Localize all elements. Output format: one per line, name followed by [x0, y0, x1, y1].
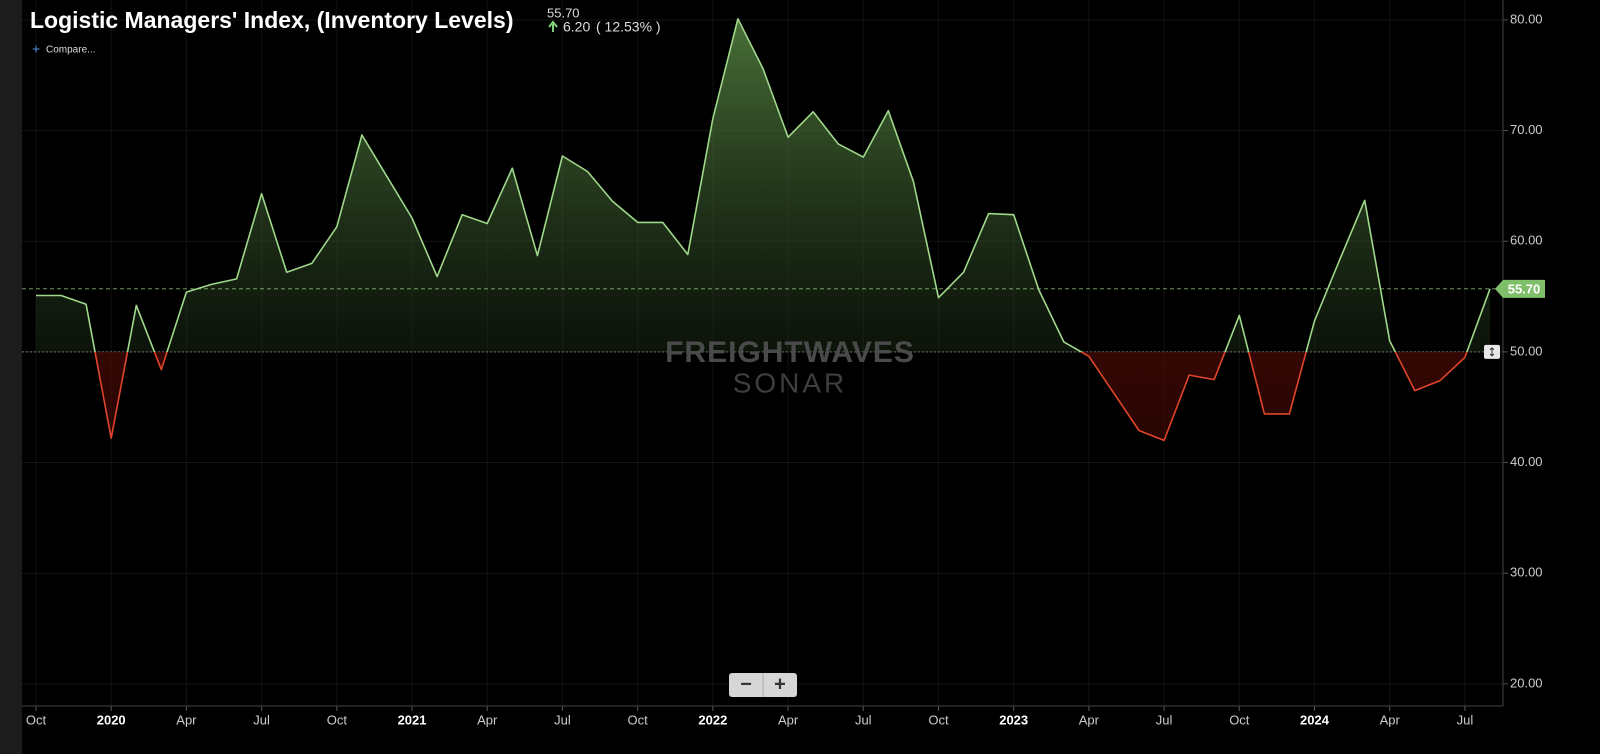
x-tick-label: Apr — [778, 712, 799, 727]
plot-layer — [22, 18, 1503, 442]
x-tick-label: Oct — [628, 712, 649, 727]
y-tick-label: 80.00 — [1510, 11, 1543, 26]
y-tick-label: 40.00 — [1510, 454, 1543, 469]
x-tick-label: 2024 — [1300, 712, 1330, 727]
y-tick-label: 20.00 — [1510, 675, 1543, 690]
compare-plus: + — [32, 41, 40, 57]
x-tick-label: Apr — [1380, 712, 1401, 727]
y-tick-label: 30.00 — [1510, 565, 1543, 580]
watermark: SONAR — [733, 367, 848, 398]
current-value-tag — [1495, 279, 1545, 298]
x-tick-label: 2022 — [698, 712, 727, 727]
change: 6.20 — [563, 19, 590, 35]
x-tick-label: Oct — [26, 712, 47, 727]
zoom-controls: − + — [729, 673, 797, 697]
zoom-out[interactable]: − — [740, 673, 752, 695]
left-strip — [0, 0, 22, 754]
y-tick-label: 70.00 — [1510, 122, 1543, 137]
x-tick-label: Oct — [1229, 712, 1250, 727]
x-tick-label: Oct — [327, 712, 348, 727]
x-tick-label: 2023 — [999, 712, 1028, 727]
x-tick-label: Apr — [176, 712, 197, 727]
x-tick-label: Oct — [928, 712, 949, 727]
overlay-layer: 20.00 30.00 40.00 50.00 60.00 70.00 80.00 Oct 20… — [26, 11, 1545, 727]
zoom-in[interactable]: + — [774, 673, 786, 695]
x-tick-label: Jul — [554, 712, 571, 727]
compare-button[interactable]: Compare... — [46, 45, 95, 56]
area — [36, 18, 1490, 441]
x-tick-label: 2021 — [398, 712, 427, 727]
baseline-handle-icon — [1489, 347, 1495, 357]
change-percent: ( 12.53% ) — [596, 19, 661, 35]
y-tick-label: 50.00 — [1510, 343, 1543, 358]
x-tick-label: Apr — [1079, 712, 1100, 727]
up-arrow — [548, 20, 558, 32]
y-tick-label: 60.00 — [1510, 233, 1543, 248]
watermark: FREIGHTWAVES — [665, 336, 915, 369]
x-tick-label: 2020 — [97, 712, 126, 727]
x-tick-label: Apr — [477, 712, 498, 727]
x-tick-label: Jul — [1156, 712, 1173, 727]
current-value: 55.70 — [547, 5, 580, 20]
x-tick-label: Jul — [253, 712, 270, 727]
chart-title: Logistic Managers' Index, (Inventory Lev… — [30, 7, 513, 33]
current-value-label: 55.70 — [1508, 281, 1541, 296]
line — [36, 18, 1491, 442]
x-tick-label: Jul — [1457, 712, 1474, 727]
x-tick-label: Jul — [855, 712, 872, 727]
